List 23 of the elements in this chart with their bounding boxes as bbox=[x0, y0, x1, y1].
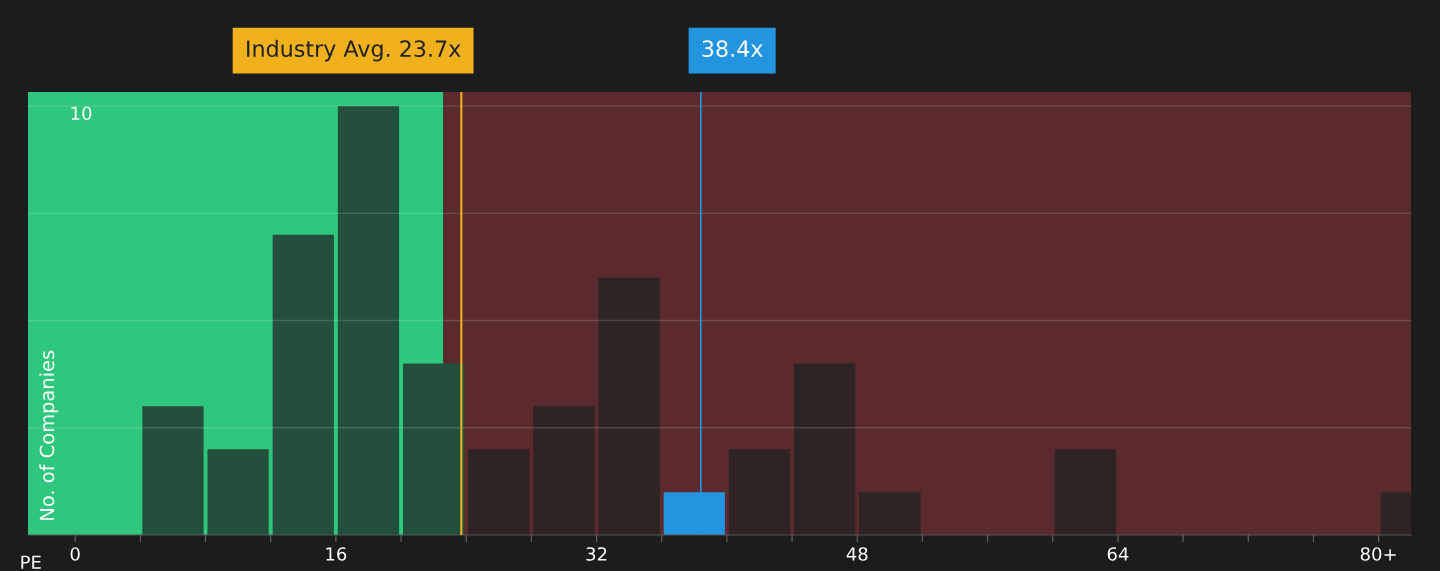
bar bbox=[337, 106, 400, 536]
x-tick-label: 16 bbox=[326, 547, 347, 561]
bar bbox=[272, 234, 334, 536]
x-tick-label: 48 bbox=[846, 547, 868, 561]
bar bbox=[207, 449, 269, 536]
x-tick-label: 80+ bbox=[1360, 547, 1396, 561]
bar bbox=[1054, 449, 1116, 536]
x-tick-label: 32 bbox=[586, 547, 607, 561]
x-tick-label: 0 bbox=[70, 547, 80, 561]
y-axis-title: No. of Companies bbox=[39, 350, 59, 520]
x-tick-label: 64 bbox=[1107, 547, 1129, 561]
x-axis-title: PE bbox=[21, 555, 41, 569]
bar bbox=[598, 277, 660, 536]
bar bbox=[859, 492, 921, 536]
bar bbox=[468, 449, 530, 536]
y-tick-label: 10 bbox=[71, 106, 92, 121]
bar bbox=[794, 363, 856, 536]
bar bbox=[533, 406, 595, 536]
ref-line-label: Industry Avg. 23.7x bbox=[247, 39, 461, 62]
bar bbox=[728, 449, 791, 536]
bar bbox=[142, 406, 204, 536]
ref-line-label: 38.4x bbox=[702, 40, 763, 58]
bar bbox=[403, 363, 465, 536]
